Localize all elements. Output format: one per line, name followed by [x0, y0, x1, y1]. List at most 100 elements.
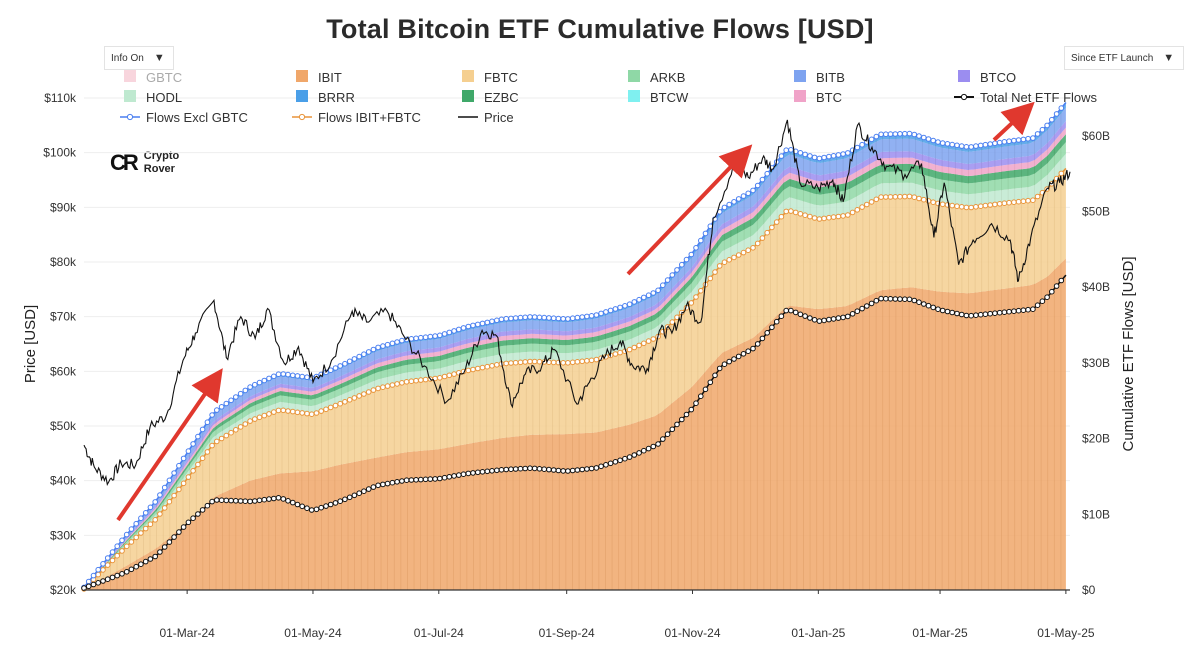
total-net-flows-line-marker: [845, 313, 851, 320]
ibit-fbtc-line-marker: [356, 393, 363, 399]
excl-gbtc-line-marker: [807, 153, 813, 159]
excl-gbtc-line-marker: [441, 331, 448, 337]
total-net-flows-line-marker: [204, 502, 211, 509]
excl-gbtc-line-marker: [916, 133, 922, 139]
total-net-flows-line-marker: [176, 529, 182, 535]
x-tick-label: 01-May-24: [284, 626, 342, 640]
excl-gbtc-line-marker: [418, 334, 424, 341]
total-net-flows-line-marker: [133, 563, 139, 570]
y-right-tick-label: $40B: [1082, 280, 1110, 294]
ibit-fbtc-line-marker: [731, 254, 737, 261]
excl-gbtc-line-marker: [1049, 116, 1055, 123]
excl-gbtc-line-marker: [128, 526, 135, 532]
excl-gbtc-line-marker: [95, 566, 101, 573]
total-net-flows-line-marker: [754, 341, 761, 347]
total-net-flows-line-marker: [233, 498, 239, 504]
legend-swatch: [628, 90, 640, 102]
excl-gbtc-line-marker: [826, 153, 832, 160]
excl-gbtc-line-marker: [470, 322, 476, 329]
total-net-flows-line-marker: [142, 558, 149, 565]
ibit-fbtc-line-marker: [114, 552, 120, 559]
ibit-fbtc-line-marker: [451, 371, 457, 377]
ibit-fbtc-line-marker: [304, 410, 310, 417]
total-net-flows-line-marker: [375, 482, 381, 489]
ibit-fbtc-line-marker: [128, 539, 135, 545]
excl-gbtc-line-marker: [109, 549, 116, 555]
total-net-flows-line-marker: [992, 310, 998, 317]
ibit-fbtc-line-marker: [223, 432, 230, 439]
total-net-flows-line-marker: [266, 496, 272, 502]
excl-gbtc-line-marker: [114, 543, 120, 550]
ibit-fbtc-line-marker: [878, 194, 884, 200]
total-net-flows-line-marker: [403, 477, 410, 484]
ibit-fbtc-line-marker: [190, 468, 196, 474]
total-net-flows-line-marker: [209, 498, 215, 505]
total-net-flows-line-marker: [565, 468, 571, 474]
total-net-flows-line-marker: [1001, 309, 1008, 316]
total-net-flows-line-marker: [726, 358, 733, 365]
ibit-fbtc-line-marker: [845, 212, 851, 218]
excl-gbtc-line-marker: [1058, 105, 1065, 111]
logo-text-line2: Rover: [143, 163, 175, 175]
total-net-flows-line-marker: [541, 466, 548, 473]
legend-item-ibit-fbtc: Flows IBIT+FBTC: [292, 110, 421, 125]
excl-gbtc-line-marker: [228, 397, 234, 404]
excl-gbtc-line-marker: [356, 353, 363, 360]
excl-gbtc-line-marker: [536, 314, 543, 321]
excl-gbtc-line-marker: [693, 245, 699, 251]
total-net-flows-line-marker: [731, 356, 737, 362]
total-net-flows-line-marker: [152, 553, 158, 560]
ibit-fbtc-line-marker: [446, 372, 453, 379]
total-net-flows-line-marker: [109, 574, 116, 581]
excl-gbtc-line-marker: [778, 153, 785, 159]
excl-gbtc-line-marker: [935, 139, 941, 145]
legend-item-hodl: HODL: [124, 90, 182, 105]
ibit-fbtc-line-marker: [389, 382, 396, 388]
ibit-fbtc-line-marker: [494, 362, 500, 368]
total-net-flows-line-marker: [622, 455, 628, 462]
total-net-flows-line-marker: [427, 476, 434, 482]
info-toggle-dropdown[interactable]: Info On ▼: [104, 46, 174, 70]
total-net-flows-line-marker: [214, 497, 220, 503]
excl-gbtc-line-marker: [584, 313, 590, 320]
total-net-flows-line-marker: [280, 496, 287, 502]
ibit-fbtc-line-marker: [517, 359, 524, 366]
ibit-fbtc-line-marker: [403, 379, 410, 385]
ibit-fbtc-line-marker: [1011, 199, 1017, 205]
excl-gbtc-line-marker: [218, 404, 225, 410]
total-net-flows-line-marker: [332, 500, 339, 506]
excl-gbtc-line-marker: [1053, 111, 1060, 117]
total-net-flows-line-marker: [138, 561, 144, 568]
excl-gbtc-line-marker: [830, 153, 837, 159]
chevron-down-icon: ▼: [153, 52, 165, 64]
range-select-dropdown[interactable]: Since ETF Launch ▼: [1064, 46, 1184, 70]
total-net-flows-line-marker: [830, 316, 837, 322]
ibit-fbtc-line-marker: [171, 492, 177, 499]
total-net-flows-line-marker: [85, 583, 92, 590]
y-right-tick-label: $20B: [1082, 432, 1110, 446]
total-net-flows-line-marker: [446, 474, 453, 480]
excl-gbtc-line-marker: [958, 143, 965, 149]
ibit-fbtc-line-marker: [242, 421, 249, 427]
excl-gbtc-line-marker: [911, 131, 918, 138]
excl-gbtc-line-marker: [1044, 122, 1050, 129]
ibit-fbtc-line-marker: [669, 319, 676, 325]
ibit-fbtc-line-marker: [408, 378, 415, 385]
ibit-fbtc-line-marker: [247, 418, 253, 424]
ibit-fbtc-line-marker: [949, 202, 956, 209]
excl-gbtc-line-marker: [261, 377, 268, 384]
x-tick-label: 01-Mar-24: [159, 626, 215, 640]
ibit-fbtc-line-marker: [740, 249, 747, 256]
excl-gbtc-line-marker: [280, 371, 287, 377]
legend-marker: [298, 113, 306, 121]
total-net-flows-line-marker: [550, 467, 557, 473]
total-net-flows-line-marker: [835, 315, 842, 321]
total-net-flows-line-marker: [389, 479, 396, 486]
ibit-fbtc-line-marker: [1001, 200, 1008, 206]
total-net-flows-line-marker: [987, 310, 994, 317]
excl-gbtc-line-marker: [1015, 137, 1022, 143]
excl-gbtc-line-marker: [195, 433, 201, 440]
ibit-fbtc-line-marker: [266, 411, 272, 417]
excl-gbtc-line-marker: [603, 309, 609, 315]
total-net-flows-line-marker: [119, 571, 125, 577]
